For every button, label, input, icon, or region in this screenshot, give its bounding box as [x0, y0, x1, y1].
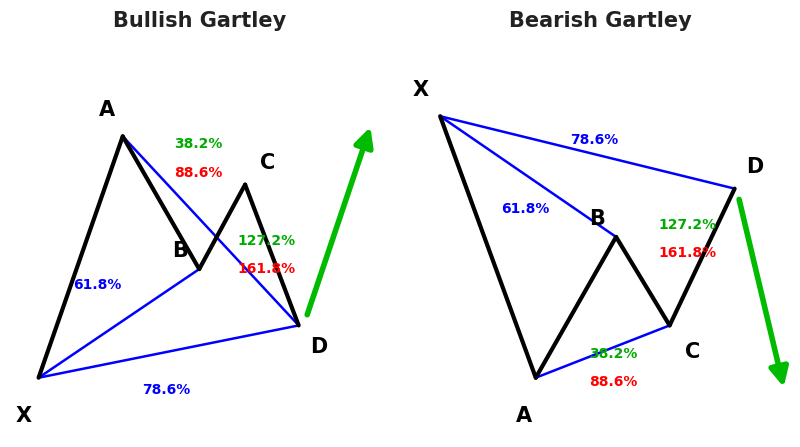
Text: 161.8%: 161.8%	[238, 262, 295, 276]
Text: 127.2%: 127.2%	[658, 218, 716, 232]
Text: 78.6%: 78.6%	[570, 133, 618, 148]
Text: D: D	[310, 337, 327, 358]
Text: 127.2%: 127.2%	[238, 234, 295, 248]
Text: A: A	[516, 406, 532, 426]
Text: B: B	[589, 209, 605, 229]
Text: 38.2%: 38.2%	[590, 346, 638, 361]
Text: 61.8%: 61.8%	[73, 278, 122, 292]
Text: X: X	[15, 406, 31, 426]
Title: Bearish Gartley: Bearish Gartley	[510, 12, 692, 31]
Text: 161.8%: 161.8%	[658, 246, 716, 260]
Text: D: D	[746, 156, 763, 177]
Text: C: C	[261, 152, 276, 173]
Text: X: X	[413, 80, 429, 100]
Text: 88.6%: 88.6%	[174, 165, 222, 180]
Text: 38.2%: 38.2%	[174, 137, 222, 152]
Title: Bullish Gartley: Bullish Gartley	[113, 12, 286, 31]
Text: B: B	[172, 241, 188, 261]
Text: A: A	[99, 100, 115, 120]
Text: 88.6%: 88.6%	[590, 375, 638, 389]
Text: 61.8%: 61.8%	[502, 202, 550, 216]
Text: C: C	[685, 342, 700, 362]
Text: 78.6%: 78.6%	[142, 383, 190, 397]
